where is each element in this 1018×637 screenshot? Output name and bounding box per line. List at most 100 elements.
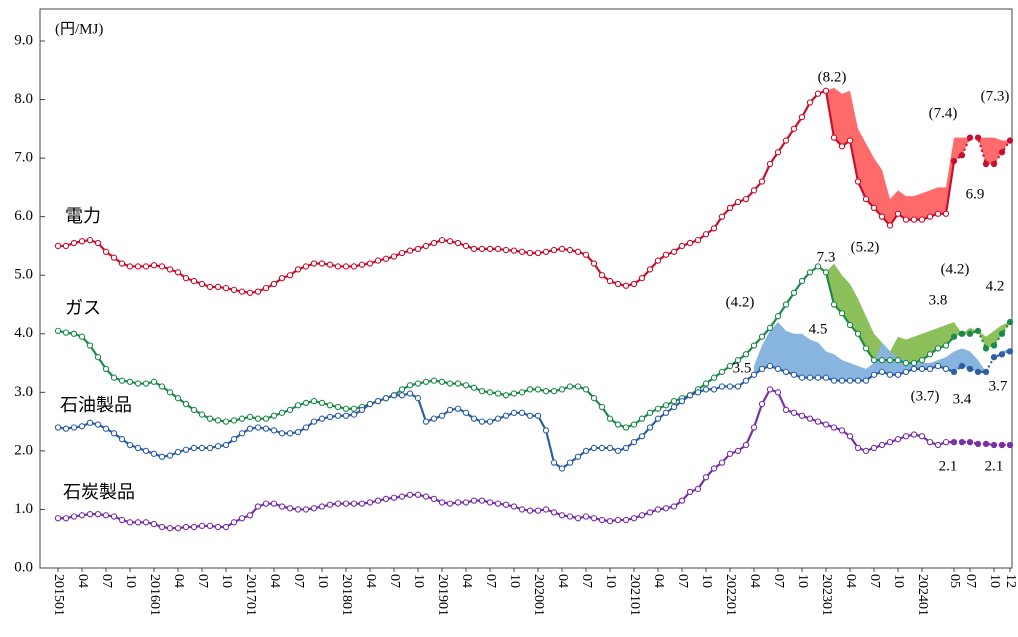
data-point — [918, 216, 926, 223]
data-point — [142, 447, 150, 455]
data-point — [438, 499, 446, 506]
data-point — [502, 412, 510, 419]
data-point — [254, 415, 262, 422]
data-point — [886, 356, 894, 364]
data-point — [590, 444, 598, 452]
data-point — [822, 421, 830, 428]
data-point — [958, 438, 966, 446]
data-point — [878, 441, 886, 449]
data-point — [830, 377, 838, 384]
data-point — [270, 412, 278, 419]
data-point — [766, 324, 774, 332]
data-point — [710, 386, 718, 393]
data-point — [662, 251, 670, 258]
data-point — [342, 412, 350, 419]
data-point — [54, 424, 62, 431]
data-point — [430, 239, 438, 247]
data-point — [526, 386, 534, 393]
data-point — [398, 249, 406, 257]
data-point — [334, 263, 342, 270]
data-point — [94, 421, 102, 428]
data-point — [62, 242, 70, 250]
data-point — [166, 525, 174, 532]
data-point — [374, 497, 382, 504]
data-point — [478, 388, 486, 395]
data-point — [158, 383, 166, 390]
data-point — [966, 438, 974, 446]
x-tick-label: 202401 — [915, 574, 930, 616]
data-point — [494, 415, 502, 422]
data-point — [550, 388, 558, 395]
value-annotation: 2.1 — [985, 458, 1004, 474]
data-point — [526, 249, 534, 257]
data-point — [886, 438, 894, 446]
data-point — [814, 374, 822, 381]
data-point — [262, 500, 270, 507]
data-point — [718, 368, 726, 375]
data-point — [390, 253, 398, 260]
data-point — [238, 515, 246, 522]
data-point — [270, 280, 278, 288]
data-point — [534, 507, 542, 514]
data-point — [94, 354, 102, 361]
data-point — [54, 327, 62, 334]
data-point — [838, 377, 846, 384]
data-point — [598, 272, 606, 279]
data-point — [310, 397, 318, 405]
data-point — [398, 392, 406, 399]
data-point — [54, 515, 62, 522]
data-point — [318, 503, 326, 510]
data-point — [278, 430, 286, 437]
data-point — [302, 506, 310, 513]
data-point — [958, 152, 966, 159]
data-point — [262, 415, 270, 422]
data-point — [710, 465, 718, 472]
data-point — [982, 440, 990, 448]
data-point — [254, 424, 262, 431]
data-point — [110, 513, 118, 520]
data-point — [558, 245, 566, 253]
y-tick-label: 1.0 — [14, 501, 33, 517]
value-annotation: (4.2) — [726, 294, 755, 310]
value-annotation: 4.2 — [986, 278, 1005, 294]
data-point — [918, 365, 926, 373]
data-point — [654, 506, 662, 513]
range-band — [826, 263, 1010, 364]
data-point — [646, 409, 654, 416]
data-point — [238, 430, 246, 437]
data-point — [334, 403, 342, 411]
data-point — [694, 389, 702, 396]
x-tick-label: 07 — [99, 574, 114, 588]
data-point — [918, 433, 926, 440]
x-tick-label: 07 — [675, 574, 690, 588]
data-point — [814, 418, 822, 425]
data-point — [534, 249, 542, 257]
y-tick-label: 7.0 — [14, 150, 33, 166]
data-point — [982, 368, 990, 375]
data-point — [1006, 318, 1014, 326]
data-point — [806, 415, 814, 422]
data-point — [678, 497, 686, 504]
data-point — [950, 368, 958, 375]
data-point — [942, 210, 950, 217]
data-point — [406, 247, 414, 254]
x-tick-label: 04 — [747, 574, 762, 588]
data-point — [614, 421, 622, 428]
data-point — [206, 444, 214, 452]
data-point — [358, 261, 366, 268]
data-point — [974, 368, 982, 375]
data-point — [846, 433, 854, 440]
data-point — [254, 503, 262, 510]
data-point — [414, 380, 422, 387]
data-point — [614, 280, 622, 288]
data-point — [750, 342, 758, 349]
data-point — [870, 371, 878, 378]
data-point — [174, 448, 182, 456]
data-point — [958, 330, 966, 337]
data-point — [966, 330, 974, 337]
data-point — [510, 390, 518, 397]
data-point — [278, 503, 286, 510]
data-point — [134, 263, 142, 270]
data-point — [598, 444, 606, 452]
data-point — [126, 519, 134, 526]
